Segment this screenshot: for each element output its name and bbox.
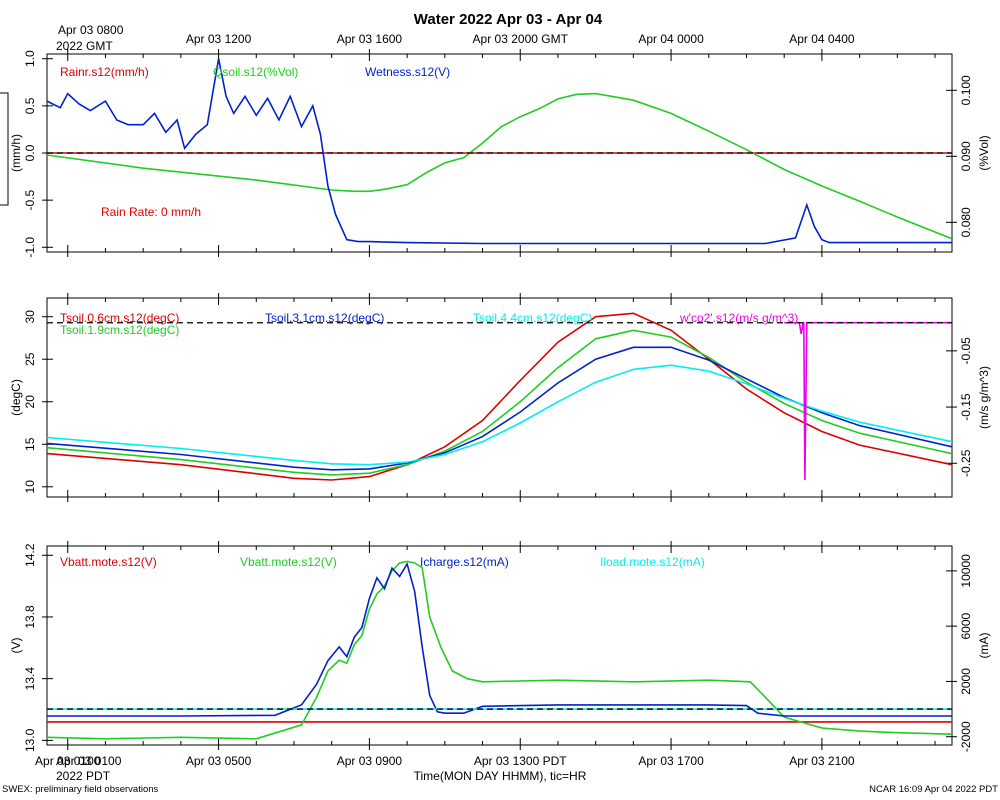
legend-entry: Rainr.s12(mm/h) <box>60 65 149 79</box>
legend-entry: Vbatt.mote.s12(V) <box>60 555 157 569</box>
y-tick-label-right: 0.080 <box>959 207 973 237</box>
y-tick-label-right: 10000 <box>959 554 973 588</box>
y-tick-label-left: 13.8 <box>23 605 37 629</box>
x-axis-label: Time(MON DAY HHMM), tic=HR <box>414 769 587 783</box>
legend-entry: Qsoil.s12(%Vol) <box>213 65 298 79</box>
y-tick-label-left: 0.0 <box>23 144 37 161</box>
top-tick-label: Apr 04 0400 <box>789 32 855 46</box>
legend-entry: Tsoil.1.9cm.s12(degC) <box>60 323 179 337</box>
top-tick-label: Apr 04 0000 <box>638 32 704 46</box>
series-line-blue <box>46 58 952 245</box>
y-tick-label-left: 25 <box>23 352 37 366</box>
footer-left-note: SWEX: preliminary field observations <box>2 784 159 795</box>
chart-title: Water 2022 Apr 03 - Apr 04 <box>414 11 603 28</box>
panel-soil-temperature: 10 15 20 25 30 (degC) -0.25 -0.15 -0.05 (m/s g/m^… <box>9 293 991 502</box>
y-tick-label-left: 13.4 <box>23 667 37 691</box>
panel-rain-soil-moisture: Apr 03 1200 Apr 03 1600 Apr 03 2000 GMT Apr… <box>9 32 991 258</box>
y-tick-label-left: 13.0 <box>23 728 37 752</box>
bottom-time-label-line1: Apr 03 0100 <box>56 754 122 768</box>
top-time-label-line1: Apr 03 0800 <box>58 23 124 37</box>
chart-panels: Apr 03 1200 Apr 03 1600 Apr 03 2000 GMT Apr… <box>9 32 991 768</box>
annotation-text: Rain Rate: 0 mm/h <box>101 205 201 219</box>
legend-entry: Tsoil.0.6cm.s12(degC) <box>60 311 179 325</box>
series-line-blue <box>47 561 952 717</box>
series-line-cyan <box>46 364 953 466</box>
legend-entry: Vbatt.mote.s12(V) <box>240 555 337 569</box>
legend-entry: Icharge.s12(mA) <box>420 555 509 569</box>
y-tick-label-right: 0.090 <box>959 141 973 171</box>
y-tick-label-right: -2000 <box>959 721 973 752</box>
legend-entry: Wetness.s12(V) <box>365 65 450 79</box>
y-axis-label-left: (mm/h) <box>9 134 23 172</box>
plot-frame <box>46 297 953 498</box>
legend-entry: Iload.mote.s12(mA) <box>600 555 705 569</box>
y-tick-label-left: 1.0 <box>23 50 37 67</box>
y-axis-label-left: (V) <box>9 638 23 654</box>
y-tick-label-left: -1.0 <box>23 237 37 258</box>
bottom-tick-label: Apr 03 1300 PDT <box>474 754 567 768</box>
top-time-label-line2: 2022 GMT <box>56 39 113 53</box>
series-line-green <box>46 92 953 240</box>
legend-entry: Tsoil.4.4cm.s12(degC) <box>473 311 592 325</box>
y-tick-label-left: -0.5 <box>23 189 37 210</box>
top-tick-label: Apr 03 1600 <box>337 32 403 46</box>
legend-entry: Tsoil.3.1cm.s12(degC) <box>265 311 384 325</box>
bottom-tick-label: Apr 03 0100 <box>35 754 101 768</box>
y-tick-label-left: 30 <box>23 310 37 324</box>
y-tick-label-right: 2000 <box>959 668 973 695</box>
legend-entry: w'co2'.s12(m/s g/m^3) <box>679 311 798 325</box>
y-axis-label-right: (mA) <box>977 633 991 659</box>
top-tick-label: Apr 03 1200 <box>186 32 252 46</box>
bottom-time-label-line2: 2022 PDT <box>56 769 111 783</box>
y-tick-label-left: 0.5 <box>23 97 37 114</box>
left-bracket-decoration <box>0 92 9 206</box>
y-tick-label-right: 6000 <box>959 612 973 639</box>
series-line-magenta <box>784 321 952 481</box>
top-tick-label: Apr 03 2000 GMT <box>473 32 569 46</box>
plot-frame <box>46 545 953 746</box>
bottom-tick-label: Apr 03 0500 <box>186 754 252 768</box>
series-line-red <box>46 312 953 481</box>
bottom-tick-label: Apr 03 0900 <box>337 754 403 768</box>
y-tick-label-left: 14.2 <box>23 543 37 567</box>
y-axis-label-left: (degC) <box>9 379 23 416</box>
y-tick-label-right: -0.05 <box>959 337 973 365</box>
panel-battery-power: Apr 03 0100 Apr 03 0500 Apr 03 0900 Apr 03 … <box>9 541 991 768</box>
bottom-tick-label: Apr 03 1700 <box>638 754 704 768</box>
y-tick-label-right: -0.25 <box>959 449 973 477</box>
y-tick-label-right: -0.15 <box>959 393 973 421</box>
footer-right-note: NCAR 16:09 Apr 04 2022 PDT <box>869 784 998 795</box>
y-tick-label-left: 10 <box>23 480 37 494</box>
series-line-green <box>46 329 953 476</box>
y-axis-label-right: (m/s g/m^3) <box>977 366 991 429</box>
y-axis-label-right: (%Vol) <box>977 135 991 170</box>
series-line-green <box>46 560 953 740</box>
y-tick-label-right: 0.100 <box>959 75 973 105</box>
bottom-tick-label: Apr 03 2100 <box>789 754 855 768</box>
series-line-blue <box>46 346 953 471</box>
y-tick-label-left: 15 <box>23 437 37 451</box>
y-tick-label-left: 20 <box>23 395 37 409</box>
